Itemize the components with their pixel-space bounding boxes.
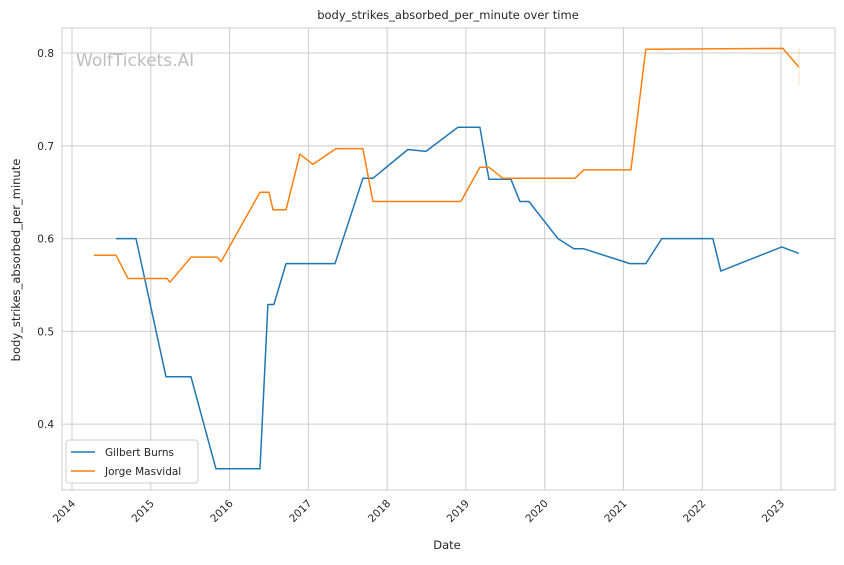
watermark: WolfTickets.AI <box>76 51 194 71</box>
y-tick-label: 0.5 <box>37 326 54 338</box>
legend-box <box>65 439 199 484</box>
legend: Gilbert Burns Jorge Masvidal <box>65 439 199 484</box>
x-axis-ticks: 2014 2015 2016 2017 2018 2019 2020 2021 2022 2023 <box>51 497 787 525</box>
series-line-gilbert-burns <box>116 126 800 470</box>
legend-label-gilbert-burns: Gilbert Burns <box>105 447 174 459</box>
y-tick-label: 0.4 <box>37 419 54 431</box>
legend-label-jorge-masvidal: Jorge Masvidal <box>104 466 181 478</box>
series-lines <box>94 47 800 470</box>
plot-frame <box>61 27 836 491</box>
y-tick-label: 0.8 <box>37 48 54 60</box>
series-line-jorge-masvidal <box>94 47 800 283</box>
y-tick-label: 0.7 <box>37 141 54 153</box>
chart-title: body_strikes_absorbed_per_minute over ti… <box>317 8 579 22</box>
y-tick-label: 0.6 <box>37 234 54 246</box>
x-axis-label: Date <box>433 538 461 552</box>
y-axis-ticks: 0.4 0.5 0.6 0.7 0.8 <box>37 48 54 431</box>
grid <box>62 28 835 490</box>
y-axis-label: body_strikes_absorbed_per_minute <box>9 159 23 362</box>
